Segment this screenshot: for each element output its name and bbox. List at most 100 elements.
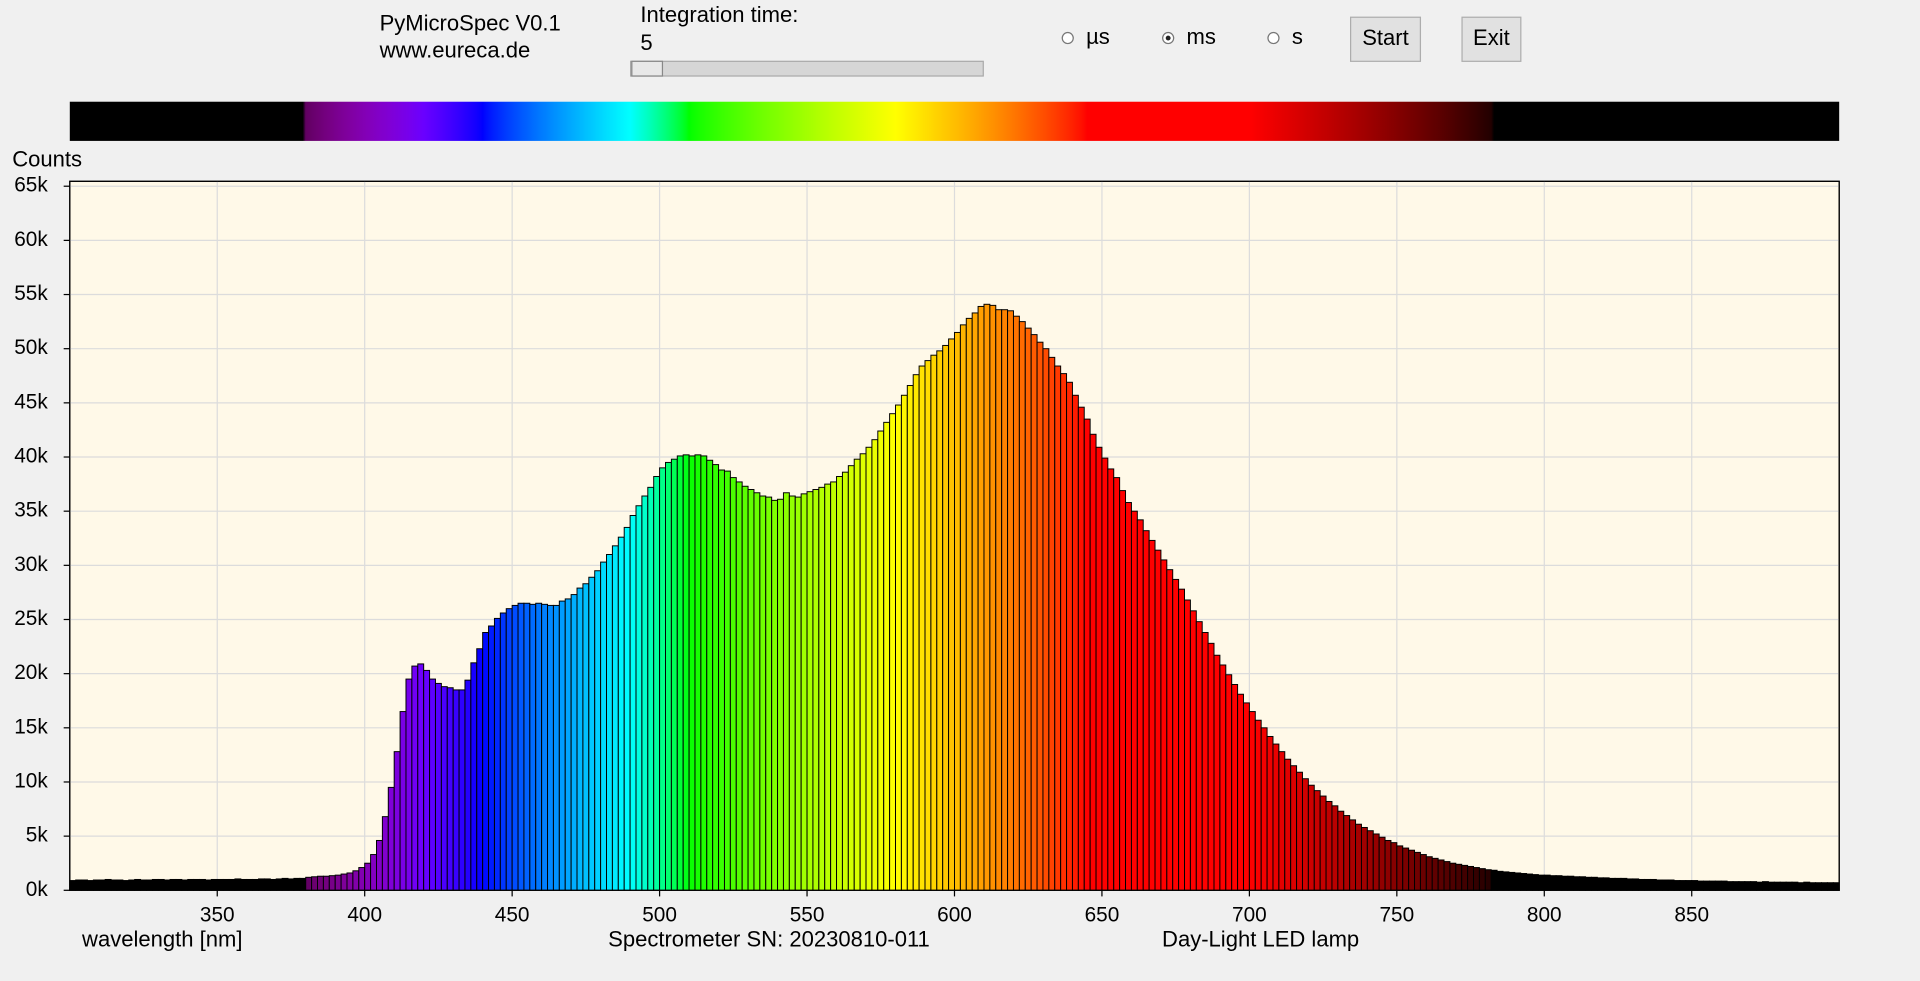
bar [470, 662, 478, 891]
x-tick-label: 500 [642, 904, 677, 927]
x-tick-label: 450 [495, 904, 530, 927]
radio-label[interactable]: µs [1086, 24, 1110, 49]
bar [234, 878, 242, 891]
y-tick-label: 55k [14, 282, 48, 305]
bar [1632, 878, 1640, 891]
bar [1130, 510, 1138, 891]
y-tick-label: 15k [14, 715, 48, 738]
bar [883, 421, 891, 891]
bar [1189, 610, 1197, 891]
bar [269, 878, 277, 891]
bar [405, 678, 413, 891]
x-tick-label: 850 [1674, 904, 1709, 927]
bar [965, 317, 973, 891]
bar [1449, 862, 1457, 891]
bar [1018, 321, 1026, 891]
radio-label[interactable]: ms [1187, 24, 1216, 49]
bar [1520, 873, 1528, 891]
bar [1148, 539, 1156, 891]
bar [1443, 861, 1451, 891]
bar [617, 536, 625, 891]
bar [1767, 881, 1775, 891]
radio-button[interactable] [1061, 31, 1074, 45]
bar [1095, 446, 1103, 891]
bar [1408, 849, 1416, 891]
bar [1673, 880, 1681, 891]
button[interactable] [1350, 16, 1422, 62]
radio-button[interactable] [1267, 31, 1280, 45]
bar [1036, 341, 1044, 891]
button-label[interactable]: Exit [1473, 25, 1510, 50]
bar [1160, 559, 1168, 891]
bar [311, 876, 319, 891]
bar [275, 878, 283, 891]
bar [1744, 881, 1752, 891]
bar [1826, 882, 1834, 891]
bar [175, 878, 183, 891]
bar [92, 879, 100, 891]
bar [665, 461, 672, 891]
bar [1384, 839, 1392, 891]
bar [1219, 664, 1227, 891]
bar [1372, 833, 1380, 891]
bar [830, 481, 838, 891]
bar [782, 492, 790, 891]
bar [1496, 870, 1504, 891]
bar [458, 689, 466, 891]
bar [676, 455, 684, 891]
bar [1691, 880, 1699, 891]
radio-dot[interactable] [1165, 35, 1171, 41]
bar [1007, 310, 1014, 891]
bar [1797, 882, 1805, 891]
bar [1254, 719, 1262, 891]
bar [611, 545, 619, 891]
bar [240, 878, 248, 891]
y-tick-label: 0k [26, 878, 49, 901]
slider-track[interactable] [630, 60, 984, 77]
x-tick-label: 600 [937, 904, 972, 927]
bar [889, 413, 896, 891]
integration-slider[interactable] [630, 60, 984, 77]
bar [1296, 771, 1303, 891]
x-tick-label: 800 [1527, 904, 1562, 927]
bar [429, 678, 436, 891]
bar [1431, 857, 1439, 891]
bar [1266, 735, 1274, 891]
button-label[interactable]: Start [1362, 25, 1409, 50]
slider-thumb[interactable] [631, 60, 664, 77]
radio-label[interactable]: s [1292, 24, 1303, 49]
bar [729, 477, 737, 891]
bar [541, 603, 549, 891]
button[interactable] [1461, 16, 1522, 62]
spectrum-colorbar [69, 101, 1840, 141]
bar [387, 786, 395, 891]
bar [1396, 845, 1404, 891]
bar [1402, 847, 1410, 891]
bar [322, 875, 330, 891]
bar [1537, 874, 1545, 891]
bar [263, 878, 271, 891]
bar [423, 669, 431, 891]
bar [1726, 881, 1734, 891]
bar [299, 877, 307, 891]
bar [287, 878, 295, 891]
bar [464, 679, 472, 891]
bar [1349, 819, 1357, 891]
bar [1172, 578, 1180, 891]
bar [328, 875, 336, 891]
bar [1756, 881, 1763, 891]
bar [859, 453, 867, 891]
bar [511, 604, 519, 891]
bar [853, 458, 861, 891]
bar [1054, 365, 1062, 891]
bar [977, 305, 985, 891]
bar [1815, 882, 1822, 891]
bar [1573, 876, 1581, 891]
bar [1467, 865, 1475, 891]
bar [1125, 502, 1132, 891]
bar [912, 374, 920, 891]
bar [1720, 880, 1728, 891]
bar [1307, 784, 1315, 891]
bar [411, 665, 419, 891]
